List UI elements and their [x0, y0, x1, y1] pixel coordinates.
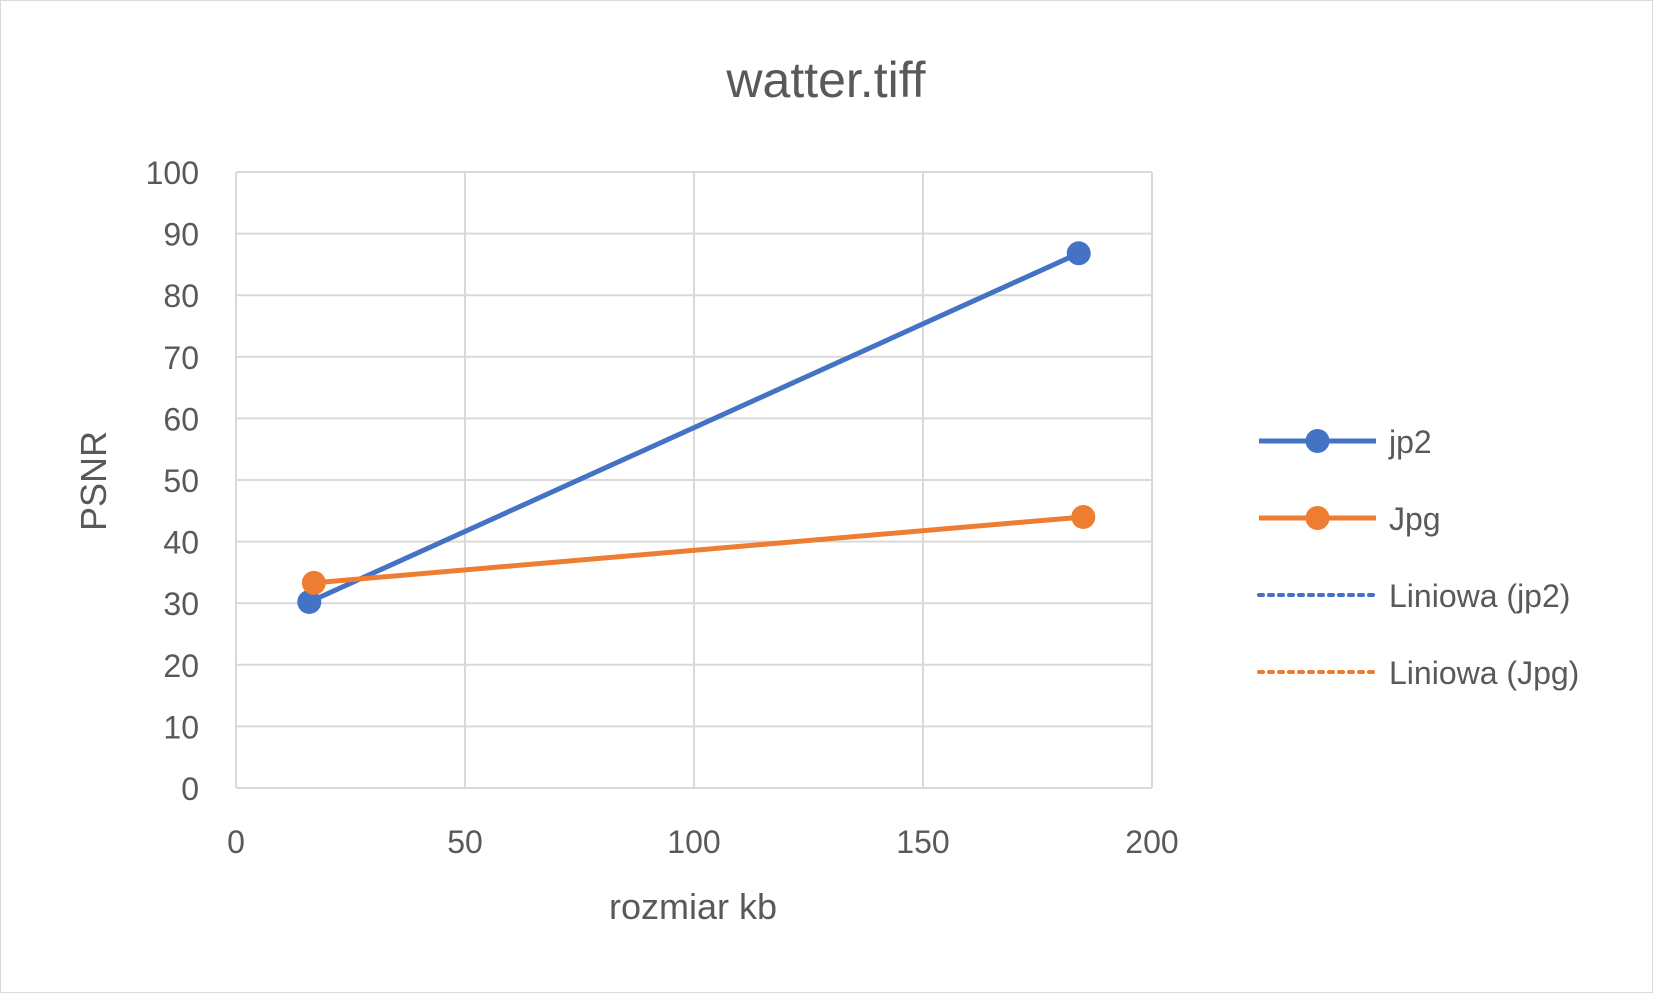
series-line-jpg — [313, 514, 1084, 586]
data-point-jpg-1 — [1071, 504, 1096, 529]
series-group — [297, 241, 1096, 614]
legend-item-0: jp2 — [1259, 424, 1432, 460]
y-tick-label-4: 40 — [163, 525, 199, 561]
x-tick-label-3: 150 — [896, 824, 949, 860]
y-tick-label-8: 80 — [163, 278, 199, 314]
y-tick-label-1: 10 — [163, 709, 199, 745]
data-point-jpg-0 — [301, 570, 326, 595]
y-tick-label-2: 20 — [163, 648, 199, 684]
y-tick-label-5: 50 — [163, 463, 199, 499]
y-tick-label-6: 60 — [163, 401, 199, 437]
x-tick-label-4: 200 — [1125, 824, 1178, 860]
x-axis-label: rozmiar kb — [609, 886, 777, 927]
legend-item-1: Jpg — [1259, 501, 1441, 537]
y-tick-label-10: 100 — [146, 155, 199, 191]
data-point-jp2-0 — [297, 589, 322, 614]
legend-label-0: jp2 — [1388, 424, 1432, 460]
y-axis-label: PSNR — [73, 431, 114, 531]
chart-title: watter.tiff — [725, 52, 925, 108]
legend-marker-1 — [1305, 506, 1330, 530]
y-tick-label-9: 90 — [163, 217, 199, 253]
legend-item-2: Liniowa (jp2) — [1257, 578, 1570, 614]
legend-label-2: Liniowa (jp2) — [1389, 578, 1570, 614]
y-axis-tick-labels: 0 10 20 30 40 50 60 70 80 90 100 — [146, 155, 199, 807]
x-tick-label-0: 0 — [227, 824, 245, 860]
legend-marker-0 — [1305, 429, 1330, 453]
x-axis-tick-labels: 0 50 100 150 200 — [227, 824, 1179, 860]
x-tick-label-1: 50 — [447, 824, 483, 860]
legend: jp2 Jpg Liniowa (jp2) Liniowa (Jpg) — [1257, 424, 1579, 691]
y-tick-label-7: 70 — [163, 340, 199, 376]
x-tick-label-2: 100 — [667, 824, 720, 860]
legend-label-1: Jpg — [1389, 501, 1441, 537]
legend-item-3: Liniowa (Jpg) — [1257, 655, 1579, 691]
series-line-jp2 — [308, 251, 1080, 605]
y-tick-label-3: 30 — [163, 586, 199, 622]
legend-label-3: Liniowa (Jpg) — [1389, 655, 1579, 691]
y-tick-label-0: 0 — [181, 771, 199, 807]
data-point-jp2-1 — [1066, 241, 1091, 266]
grid-lines — [235, 171, 1153, 789]
